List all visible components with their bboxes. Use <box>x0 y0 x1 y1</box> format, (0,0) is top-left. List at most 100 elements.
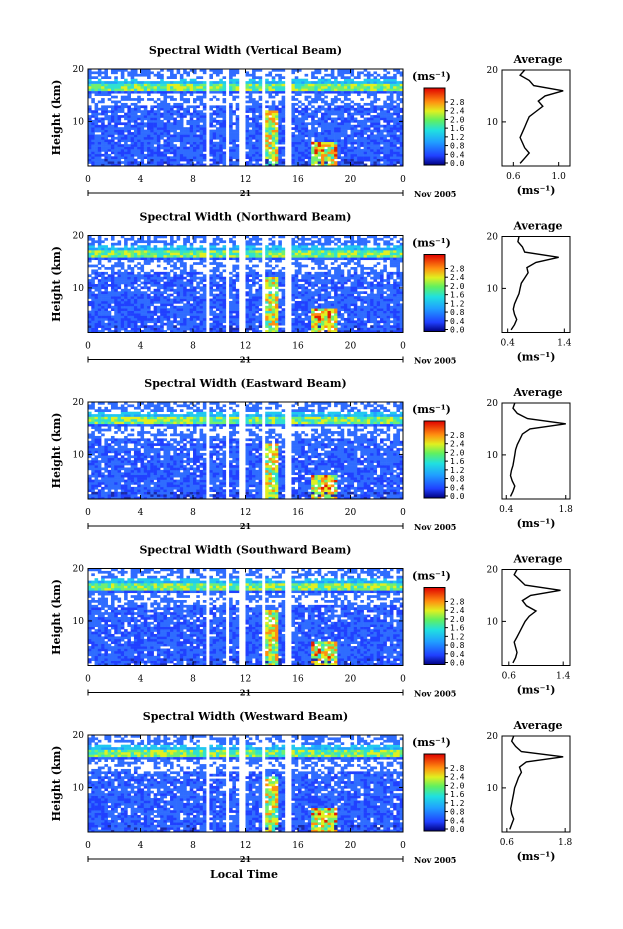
colorbar-unit: (ms⁻¹) <box>412 70 451 83</box>
x-tick-label: 8 <box>190 508 196 518</box>
y-tick-label: 10 <box>73 617 85 627</box>
y-axis-label: Height (km) <box>50 246 63 322</box>
date-label: Nov 2005 <box>414 689 456 699</box>
day-label: 21 <box>240 355 251 365</box>
x-tick-label: 8 <box>190 675 196 685</box>
colorbar-tick-label: 1.2 <box>450 466 465 475</box>
x-tick-label: 20 <box>345 508 357 518</box>
colorbar-tick-label: 1.6 <box>450 457 465 466</box>
y-tick-label: 10 <box>73 284 85 294</box>
profile-y-tick-label: 20 <box>487 66 499 76</box>
colorbar: (ms⁻¹)2.82.42.01.61.20.80.40.0 <box>412 736 465 834</box>
colorbar-tick-label: 0.8 <box>450 142 465 151</box>
y-axis-label: Height (km) <box>50 413 63 489</box>
y-axis-label: Height (km) <box>50 80 63 156</box>
y-axis-label: Height (km) <box>50 746 63 822</box>
profile-frame <box>502 736 570 832</box>
profile-x-tick-label: 0.6 <box>502 672 517 682</box>
colorbar-gradient <box>424 421 445 498</box>
profile-frame <box>502 570 570 666</box>
y-tick-label: 20 <box>73 232 85 242</box>
profile-x-tick-label: 1.8 <box>559 505 574 515</box>
colorbar: (ms⁻¹)2.82.42.01.61.20.80.40.0 <box>412 237 465 335</box>
colorbar-tick-label: 1.6 <box>450 291 465 300</box>
colorbar-tick-label: 0.4 <box>450 816 465 825</box>
x-tick-label: 12 <box>240 841 251 851</box>
x-tick-label: 12 <box>240 508 251 518</box>
colorbar-tick-label: 0.4 <box>450 650 465 659</box>
profile-x-tick-label: 0.4 <box>499 505 514 515</box>
x-tick-label: 12 <box>240 175 251 185</box>
x-tick-label: 20 <box>345 841 357 851</box>
panel-title: Spectral Width (Eastward Beam) <box>144 377 346 390</box>
profile-x-label: (ms⁻¹) <box>517 517 556 530</box>
profile-y-tick-label: 10 <box>487 118 499 128</box>
profile-y-tick-label: 10 <box>487 784 499 794</box>
heatmap-cells <box>88 735 403 832</box>
profile-y-tick-label: 20 <box>487 732 499 742</box>
profile-y-tick-label: 10 <box>487 451 499 461</box>
colorbar-tick-label: 1.2 <box>450 133 465 142</box>
colorbar-tick-label: 2.8 <box>450 265 465 274</box>
colorbar-tick-label: 0.0 <box>450 326 465 335</box>
profile-x-tick-label: 0.4 <box>501 339 516 349</box>
colorbar-tick-label: 2.0 <box>450 448 465 457</box>
date-label: Nov 2005 <box>414 855 456 865</box>
colorbar-tick-label: 0.4 <box>450 317 465 326</box>
x-tick-label: 0 <box>85 508 91 518</box>
colorbar-tick-label: 0.8 <box>450 641 465 650</box>
profile-y-tick-label: 10 <box>487 617 499 627</box>
panel-title: Spectral Width (Southward Beam) <box>139 544 351 557</box>
date-label: Nov 2005 <box>414 189 456 199</box>
x-tick-label: 8 <box>190 841 196 851</box>
profile-y-tick-label: 10 <box>487 284 499 294</box>
profile-frame <box>502 70 570 166</box>
y-axis-label: Height (km) <box>50 579 63 655</box>
colorbar-tick-label: 2.8 <box>450 431 465 440</box>
x-tick-label: 0 <box>400 175 406 185</box>
profile-x-label: (ms⁻¹) <box>517 850 556 863</box>
day-label: 21 <box>240 188 251 198</box>
panel-3: Spectral Width (Eastward Beam) 10 20 Height… <box>50 377 573 532</box>
x-tick-label: 0 <box>400 675 406 685</box>
profile-x-tick-label: 1.4 <box>557 339 572 349</box>
x-tick-label: 4 <box>138 675 144 685</box>
profile-x-tick-label: 1.4 <box>556 672 571 682</box>
profile-x-tick-label: 1.8 <box>558 838 573 848</box>
colorbar-tick-label: 2.0 <box>450 115 465 124</box>
profile-title: Average <box>512 53 562 66</box>
y-tick-label: 20 <box>73 398 85 408</box>
y-tick-label: 10 <box>73 450 85 460</box>
colorbar-tick-label: 0.4 <box>450 150 465 159</box>
colorbar-tick-label: 2.0 <box>450 282 465 291</box>
x-tick-label: 0 <box>85 675 91 685</box>
profile-x-label: (ms⁻¹) <box>517 184 556 197</box>
profile-y-tick-label: 20 <box>487 399 499 409</box>
colorbar-tick-label: 1.2 <box>450 299 465 308</box>
x-tick-label: 8 <box>190 342 196 352</box>
colorbar-tick-label: 2.4 <box>450 773 465 782</box>
colorbar-tick-label: 2.8 <box>450 598 465 607</box>
colorbar-gradient <box>424 255 445 332</box>
colorbar-tick-label: 2.4 <box>450 606 465 615</box>
colorbar-tick-label: 0.4 <box>450 483 465 492</box>
x-tick-label: 20 <box>345 175 357 185</box>
panel-title: Spectral Width (Westward Beam) <box>143 710 348 723</box>
x-tick-label: 20 <box>345 342 357 352</box>
profile-frame <box>502 237 570 333</box>
x-tick-label: 0 <box>400 841 406 851</box>
colorbar-tick-label: 1.2 <box>450 632 465 641</box>
colorbar-tick-label: 0.8 <box>450 475 465 484</box>
colorbar-tick-label: 2.4 <box>450 440 465 449</box>
heatmap-cells <box>88 236 403 333</box>
colorbar-tick-label: 2.8 <box>450 98 465 107</box>
panel-5: Spectral Width (Westward Beam) 10 20 Height… <box>50 710 573 865</box>
colorbar-tick-label: 2.0 <box>450 615 465 624</box>
colorbar-tick-label: 2.4 <box>450 273 465 282</box>
colorbar-gradient <box>424 588 445 665</box>
colorbar-unit: (ms⁻¹) <box>412 570 451 583</box>
day-label: 21 <box>240 688 251 698</box>
